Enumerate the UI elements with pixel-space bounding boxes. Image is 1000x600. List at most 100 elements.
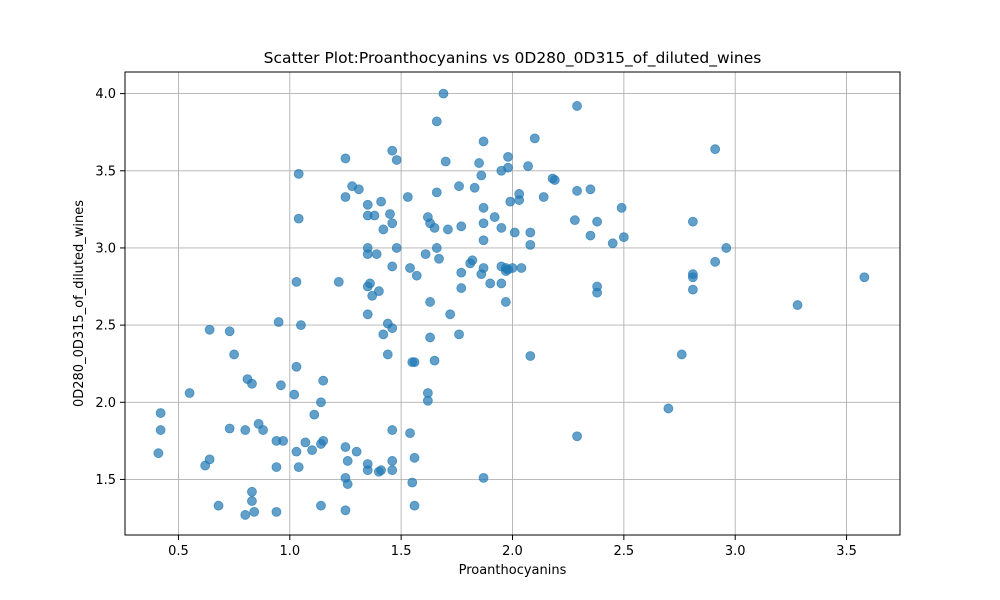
scatter-point bbox=[402, 192, 413, 202]
scatter-point bbox=[224, 326, 235, 337]
scatter-point bbox=[293, 213, 304, 224]
scatter-point bbox=[387, 425, 398, 435]
scatter-point bbox=[859, 272, 870, 283]
scatter-point bbox=[307, 445, 317, 456]
scatter-point bbox=[476, 170, 487, 181]
scatter-point bbox=[438, 88, 449, 99]
y-tick-label: 1.5 bbox=[95, 473, 116, 488]
scatter-point bbox=[291, 276, 302, 287]
scatter-point bbox=[362, 249, 373, 260]
scatter-point bbox=[525, 351, 536, 361]
scatter-point bbox=[431, 116, 442, 127]
scatter-point bbox=[474, 158, 484, 168]
scatter-point bbox=[503, 264, 513, 275]
scatter-point bbox=[687, 216, 698, 227]
scatter-point bbox=[316, 397, 326, 408]
scatter-point bbox=[676, 349, 687, 360]
scatter-point bbox=[523, 161, 533, 172]
scatter-point bbox=[721, 243, 732, 253]
scatter-point bbox=[514, 195, 525, 205]
scatter-point bbox=[316, 439, 326, 449]
scatter-point bbox=[411, 270, 422, 281]
scatter-point bbox=[271, 462, 282, 472]
scatter-point bbox=[618, 232, 629, 243]
scatter-point bbox=[616, 202, 627, 213]
scatter-point bbox=[387, 456, 398, 466]
scatter-point bbox=[367, 290, 378, 301]
scatter-point bbox=[429, 222, 440, 233]
scatter-point bbox=[454, 181, 464, 192]
scatter-point bbox=[318, 375, 329, 386]
x-axis-label: Proanthocyanins bbox=[459, 563, 567, 578]
scatter-point bbox=[489, 212, 500, 222]
scatter-point bbox=[478, 472, 489, 483]
scatter-point bbox=[509, 227, 520, 238]
scatter-point bbox=[291, 361, 302, 372]
scatter-point bbox=[289, 389, 300, 400]
data-points bbox=[153, 88, 870, 520]
axis-ticks: 0.5 1.0 1.5 2.0 2.5 3.0 3.5 1.5 2.0 2.5 3.0 3.5 4.0 bbox=[95, 87, 857, 559]
x-tick-label: 2.0 bbox=[502, 544, 523, 559]
scatter-point bbox=[340, 442, 351, 452]
scatter-point bbox=[496, 222, 507, 233]
scatter-point bbox=[155, 408, 166, 418]
scatter-point bbox=[249, 506, 260, 517]
scatter-point bbox=[478, 202, 489, 213]
scatter-point bbox=[409, 452, 420, 463]
scatter-point bbox=[572, 185, 582, 196]
scatter-point bbox=[184, 388, 195, 398]
scatter-point bbox=[387, 323, 398, 334]
scatter-point bbox=[592, 287, 603, 298]
scatter-point bbox=[155, 425, 166, 435]
scatter-point bbox=[247, 378, 257, 389]
scatter-point bbox=[378, 224, 389, 235]
scatter-point bbox=[440, 156, 451, 167]
x-tick-label: 2.5 bbox=[614, 544, 635, 559]
scatter-point bbox=[710, 144, 721, 155]
chart-title: Scatter Plot:Proanthocyanins vs 0D280_0D… bbox=[264, 49, 762, 68]
scatter-point bbox=[434, 253, 444, 264]
scatter-point bbox=[572, 431, 582, 442]
scatter-point bbox=[516, 263, 527, 273]
scatter-point bbox=[592, 216, 603, 227]
scatter-point bbox=[240, 425, 251, 435]
scatter-point bbox=[316, 500, 326, 511]
scatter-point bbox=[469, 182, 480, 193]
scatter-point bbox=[213, 500, 224, 511]
scatter-point bbox=[422, 395, 433, 406]
scatter-point bbox=[333, 276, 344, 287]
scatter-point bbox=[300, 437, 311, 448]
scatter-point bbox=[391, 243, 402, 253]
scatter-point bbox=[340, 505, 351, 516]
scatter-point bbox=[445, 309, 456, 320]
scatter-point bbox=[309, 409, 320, 420]
scatter-point bbox=[431, 243, 442, 253]
scatter-point bbox=[362, 465, 373, 476]
scatter-point bbox=[153, 448, 164, 459]
scatter-point bbox=[293, 462, 304, 472]
scatter-point bbox=[373, 286, 384, 297]
scatter-point bbox=[342, 456, 353, 466]
scatter-point bbox=[391, 155, 402, 165]
scatter-point bbox=[496, 278, 507, 289]
scatter-point bbox=[362, 309, 373, 320]
scatter-point bbox=[687, 284, 698, 295]
x-tick-label: 1.5 bbox=[391, 544, 412, 559]
scatter-point bbox=[407, 357, 418, 368]
scatter-point bbox=[376, 465, 387, 476]
scatter-point bbox=[247, 486, 257, 497]
scatter-point bbox=[585, 184, 596, 195]
scatter-point bbox=[429, 355, 440, 366]
scatter-point bbox=[204, 324, 215, 335]
scatter-point bbox=[405, 263, 415, 273]
scatter-point bbox=[478, 235, 489, 246]
scatter-point bbox=[291, 446, 302, 457]
scatter-point bbox=[296, 320, 306, 331]
x-tick-label: 3.5 bbox=[836, 544, 857, 559]
scatter-point bbox=[340, 153, 351, 164]
scatter-point bbox=[478, 218, 489, 229]
y-tick-label: 3.0 bbox=[95, 241, 116, 256]
scatter-point bbox=[607, 238, 618, 249]
